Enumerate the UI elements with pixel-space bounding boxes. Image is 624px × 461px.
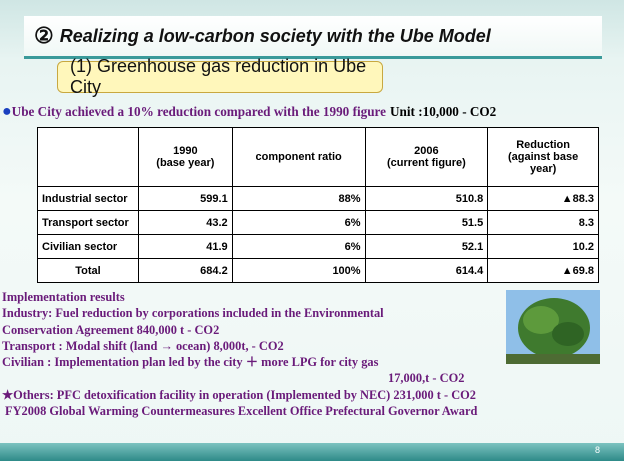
cell: 51.5: [365, 211, 488, 235]
summary-text: Ube City achieved a 10% reduction compar…: [12, 104, 386, 119]
cell: 6%: [232, 211, 365, 235]
cell: 614.4: [365, 259, 488, 283]
cell: 10.2: [488, 235, 599, 259]
header-line: (current figure): [370, 157, 484, 169]
row-label: Total: [38, 259, 139, 283]
summary: ●Ube City achieved a 10% reduction compa…: [2, 103, 496, 121]
bullet: ●: [2, 103, 12, 120]
footer-bar: [0, 443, 624, 461]
others: ★Others: PFC detoxification facility in …: [2, 387, 477, 403]
result-line: Industry: Fuel reduction by corporations…: [2, 305, 477, 321]
cell: 88%: [232, 187, 365, 211]
column-header: 2006(current figure): [365, 128, 488, 187]
result-line: Civilian : Implementation plan led by th…: [2, 354, 477, 370]
row-label: Industrial sector: [38, 187, 139, 211]
cell: ▲69.8: [488, 259, 599, 283]
cell: 100%: [232, 259, 365, 283]
result-line: Conservation Agreement 840,000 t - CO2: [2, 322, 477, 338]
header-title: Realizing a low-carbon society with the …: [60, 26, 491, 47]
results-heading: Implementation results: [2, 289, 477, 305]
header: ② Realizing a low-carbon society with th…: [24, 16, 602, 59]
unit: Unit :10,000 - CO2: [390, 104, 496, 119]
header-line: 1990: [143, 145, 228, 157]
result-line: Transport : Modal shift (land → ocean) 8…: [2, 338, 477, 354]
header-line: (base year): [143, 157, 228, 169]
header-line: 2006: [370, 145, 484, 157]
corner-cell: [38, 128, 139, 187]
page-number: 8: [595, 445, 600, 455]
header-line: Reduction: [492, 139, 594, 151]
header-line: component ratio: [237, 151, 361, 163]
row-label: Civilian sector: [38, 235, 139, 259]
cell: ▲88.3: [488, 187, 599, 211]
cell: 8.3: [488, 211, 599, 235]
header-row: 1990(base year) component ratio 2006(curre…: [38, 128, 599, 187]
results: Implementation results Industry: Fuel re…: [2, 289, 477, 419]
cell: 599.1: [139, 187, 233, 211]
data-table: 1990(base year) component ratio 2006(curre…: [37, 127, 599, 283]
award: FY2008 Global Warming Countermeasures Ex…: [2, 403, 477, 419]
cell: 43.2: [139, 211, 233, 235]
subtitle: (1) Greenhouse gas reduction in Ube City: [57, 61, 383, 93]
header-line: year): [492, 163, 594, 175]
cell: 41.9: [139, 235, 233, 259]
header-number: ②: [34, 23, 54, 49]
cell: 510.8: [365, 187, 488, 211]
row-label: Transport sector: [38, 211, 139, 235]
cell: 6%: [232, 235, 365, 259]
header-line: (against base: [492, 151, 594, 163]
cell: 52.1: [365, 235, 488, 259]
cell: 684.2: [139, 259, 233, 283]
result-line: 17,000,t - CO2: [2, 370, 477, 386]
column-header: 1990(base year): [139, 128, 233, 187]
column-header: component ratio: [232, 128, 365, 187]
slide: ② Realizing a low-carbon society with th…: [0, 0, 624, 461]
tree-photo: [506, 290, 600, 364]
